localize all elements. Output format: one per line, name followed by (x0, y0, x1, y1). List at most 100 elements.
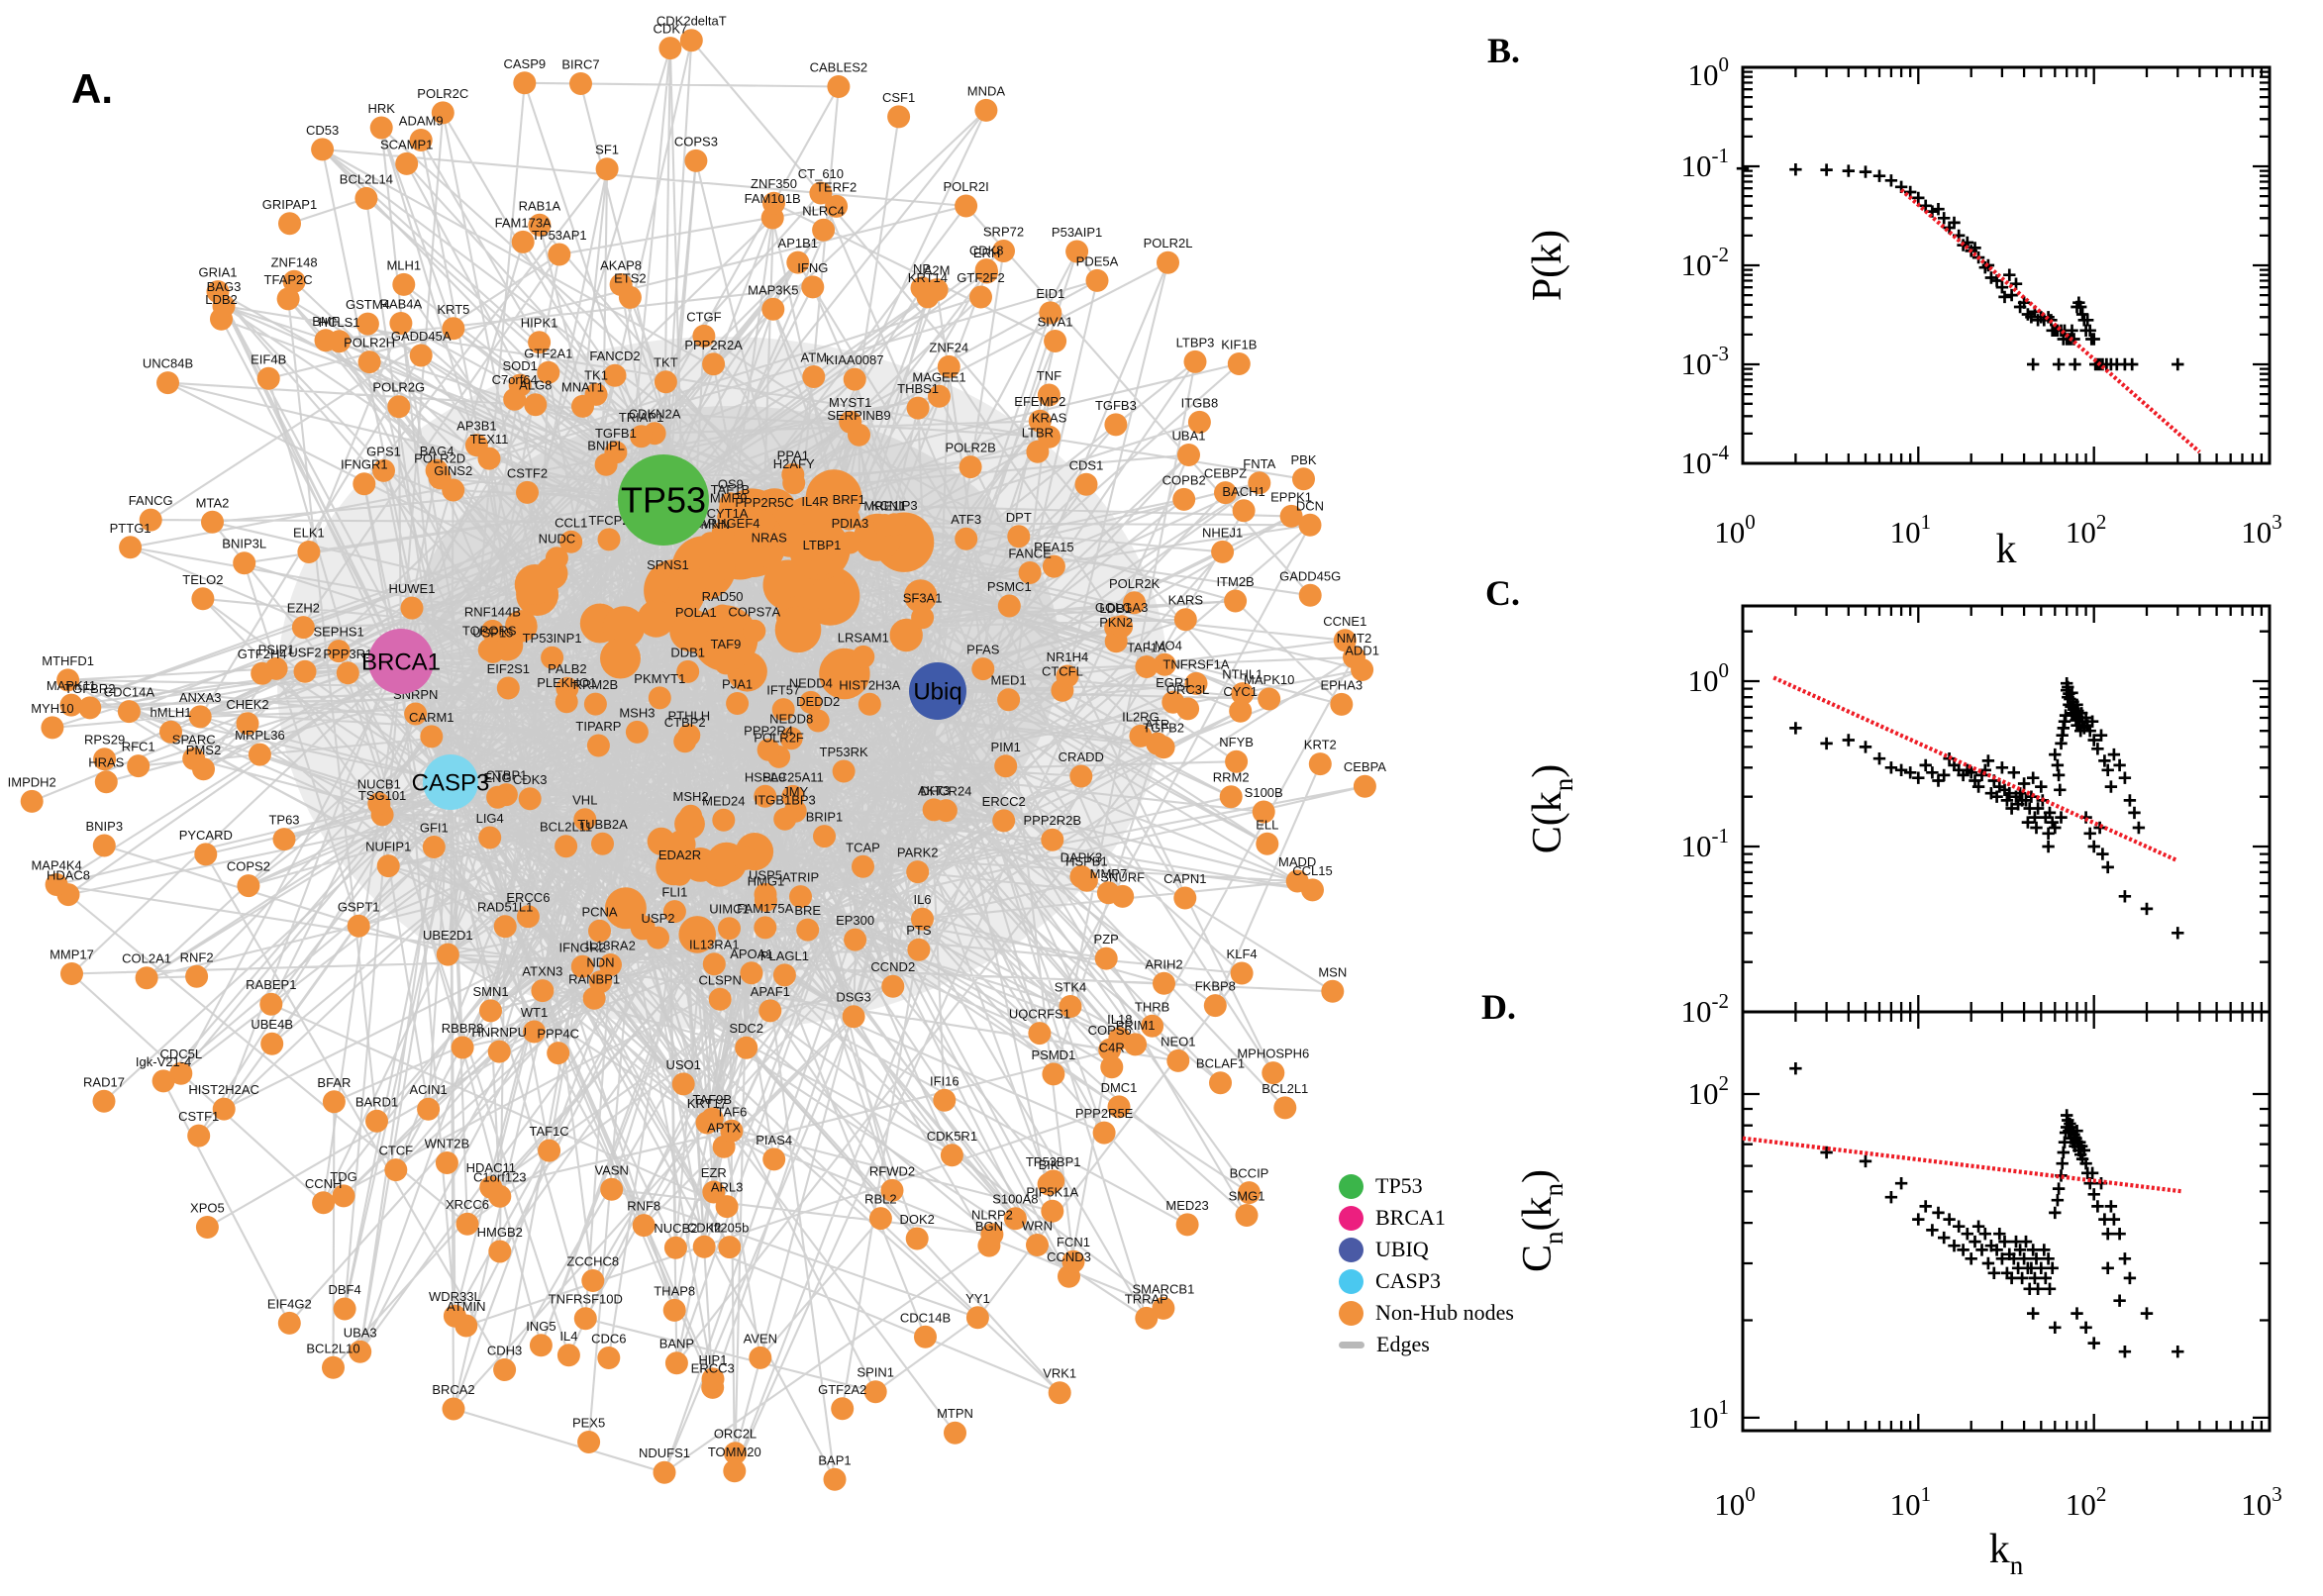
network-node[interactable] (1135, 1306, 1159, 1330)
network-node[interactable] (187, 1124, 211, 1147)
network-node[interactable] (119, 536, 143, 559)
network-node[interactable] (480, 619, 504, 643)
network-node[interactable] (692, 324, 716, 348)
network-node[interactable] (676, 659, 700, 683)
network-node[interactable] (812, 218, 836, 242)
network-node[interactable] (545, 547, 568, 570)
network-node[interactable] (442, 317, 465, 341)
network-node[interactable] (493, 1358, 517, 1381)
network-node[interactable] (858, 692, 881, 716)
network-node[interactable] (656, 572, 679, 596)
network-node[interactable] (715, 1195, 739, 1219)
network-node[interactable] (658, 37, 682, 60)
network-node[interactable] (60, 962, 83, 985)
network-node[interactable] (127, 754, 151, 778)
network-node[interactable] (1152, 1296, 1175, 1320)
network-node[interactable] (135, 966, 158, 990)
network-node[interactable] (653, 1460, 676, 1484)
network-node[interactable] (322, 1090, 346, 1114)
network-node[interactable] (259, 992, 283, 1016)
network-node[interactable] (1041, 828, 1064, 851)
network-node[interactable] (600, 1177, 624, 1201)
network-node[interactable] (538, 1139, 561, 1162)
network-node[interactable] (584, 382, 608, 406)
network-node[interactable] (328, 330, 352, 353)
network-node[interactable] (556, 1344, 580, 1367)
network-node[interactable] (922, 798, 946, 822)
network-node[interactable] (282, 269, 306, 293)
network-node[interactable] (810, 552, 834, 576)
network-node[interactable] (478, 826, 502, 849)
network-node[interactable] (868, 1207, 892, 1231)
network-node[interactable] (417, 1097, 441, 1121)
network-node[interactable] (236, 712, 259, 736)
network-node[interactable] (272, 828, 296, 851)
network-node[interactable] (789, 885, 812, 909)
network-node[interactable] (365, 1109, 388, 1133)
network-node[interactable] (749, 1346, 772, 1369)
network-node[interactable] (277, 1311, 301, 1335)
network-node[interactable] (1227, 352, 1251, 375)
network-node[interactable] (529, 1334, 553, 1357)
network-node[interactable] (692, 1235, 716, 1258)
network-node[interactable] (1129, 724, 1153, 748)
network-node[interactable] (1153, 971, 1175, 995)
network-node[interactable] (395, 151, 419, 175)
network-node[interactable] (813, 825, 836, 848)
hub-node-ubiq[interactable] (909, 662, 966, 720)
network-node[interactable] (92, 1089, 116, 1113)
network-node[interactable] (588, 919, 611, 943)
network-node[interactable] (454, 1314, 478, 1338)
network-node[interactable] (555, 835, 578, 858)
network-node[interactable] (586, 734, 610, 757)
network-node[interactable] (1252, 800, 1275, 824)
network-node[interactable] (724, 1442, 747, 1465)
network-node[interactable] (711, 521, 735, 545)
network-node[interactable] (701, 1367, 725, 1391)
network-node[interactable] (1333, 629, 1357, 652)
network-node[interactable] (264, 656, 288, 680)
network-node[interactable] (1028, 1022, 1052, 1046)
network-node[interactable] (955, 527, 978, 550)
network-node[interactable] (1279, 504, 1303, 528)
network-node[interactable] (997, 688, 1021, 712)
network-node[interactable] (1061, 1249, 1085, 1273)
network-node[interactable] (493, 915, 517, 939)
network-node[interactable] (758, 999, 782, 1023)
network-node[interactable] (599, 953, 622, 976)
network-node[interactable] (336, 661, 359, 685)
network-node[interactable] (959, 455, 982, 479)
network-node[interactable] (880, 1178, 904, 1202)
network-node[interactable] (992, 240, 1015, 262)
network-node[interactable] (677, 724, 701, 748)
network-node[interactable] (513, 71, 537, 95)
network-node[interactable] (1092, 1121, 1116, 1145)
network-node[interactable] (648, 686, 671, 710)
network-node[interactable] (400, 596, 424, 620)
network-node[interactable] (1248, 471, 1271, 495)
network-node[interactable] (1074, 472, 1098, 496)
network-node[interactable] (1298, 513, 1322, 537)
network-node[interactable] (1183, 349, 1207, 373)
network-node[interactable] (56, 668, 80, 692)
network-node[interactable] (761, 297, 785, 321)
network-node[interactable] (547, 1042, 570, 1065)
network-node[interactable] (528, 331, 552, 354)
network-node[interactable] (825, 194, 849, 218)
network-node[interactable] (357, 350, 381, 374)
network-node[interactable] (349, 1340, 372, 1363)
network-node[interactable] (139, 508, 162, 532)
network-node[interactable] (632, 1214, 656, 1238)
network-node[interactable] (531, 979, 555, 1003)
network-node[interactable] (152, 1069, 175, 1093)
network-node[interactable] (1211, 540, 1235, 563)
network-node[interactable] (409, 129, 433, 151)
network-node[interactable] (723, 1459, 747, 1483)
network-node[interactable] (577, 1431, 601, 1453)
network-node[interactable] (1100, 1055, 1124, 1079)
network-node[interactable] (1231, 682, 1255, 706)
network-node[interactable] (803, 509, 827, 533)
network-node[interactable] (671, 1072, 695, 1096)
network-node[interactable] (496, 676, 520, 700)
network-node[interactable] (41, 716, 64, 740)
